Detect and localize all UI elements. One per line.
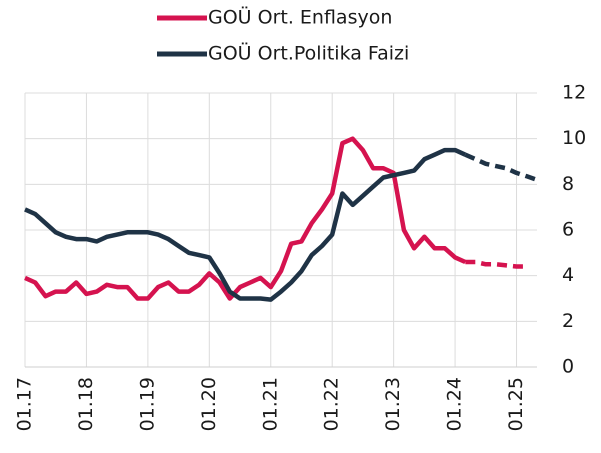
y-tick-label: 4 xyxy=(562,264,574,286)
y-tick-label: 8 xyxy=(562,173,574,195)
y-tick-label: 12 xyxy=(562,82,586,104)
legend-label: GOÜ Ort. Enflasyon xyxy=(208,6,392,29)
legend-label: GOÜ Ort.Politika Faizi xyxy=(208,42,409,65)
line xyxy=(24,147,467,302)
y-tick-label: 6 xyxy=(562,219,574,241)
x-tick-label: 01.23 xyxy=(382,377,404,431)
line-projection xyxy=(465,259,527,269)
x-tick-label: 01.19 xyxy=(136,377,158,431)
x-tick-label: 01.24 xyxy=(444,377,466,431)
y-tick-label: 0 xyxy=(562,356,574,378)
line-projection xyxy=(464,152,538,182)
y-tick-label: 2 xyxy=(562,310,574,332)
x-tick-label: 01.17 xyxy=(14,377,36,431)
x-tick-label: 01.21 xyxy=(259,377,281,431)
x-tick-label: 01.20 xyxy=(198,377,220,431)
x-tick-label: 01.25 xyxy=(505,377,527,431)
line xyxy=(24,136,467,301)
x-tick-label: 01.22 xyxy=(321,377,343,431)
x-tick-label: 01.18 xyxy=(75,377,97,431)
y-tick-label: 10 xyxy=(562,127,586,149)
